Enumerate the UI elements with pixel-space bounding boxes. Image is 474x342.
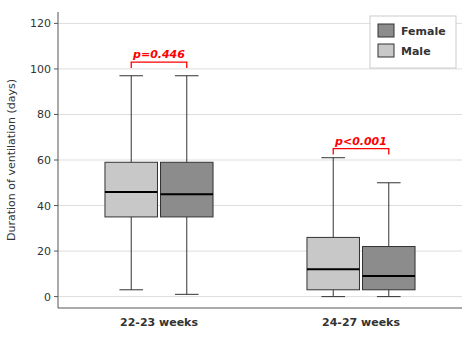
grid-line [58, 296, 462, 297]
cap-high [377, 182, 401, 183]
whisker-high [131, 76, 132, 163]
legend-label: Male [401, 45, 431, 58]
cap-low [119, 289, 143, 290]
legend-swatch [378, 44, 394, 57]
whisker-high [333, 158, 334, 238]
median [307, 268, 360, 270]
box-body [307, 237, 360, 289]
y-tick [54, 114, 58, 115]
legend: Female Male [370, 16, 456, 68]
y-tick-label: 20 [37, 245, 51, 258]
plot-area [105, 62, 415, 297]
y-tick-label: 120 [30, 17, 51, 30]
cap-low [377, 296, 401, 297]
grid-line [58, 68, 462, 69]
whisker-low [333, 290, 334, 297]
box-body [161, 162, 214, 217]
cap-high [321, 157, 345, 158]
whisker-high [186, 76, 187, 163]
y-tick-label: 60 [37, 154, 51, 167]
box [307, 158, 360, 297]
y-tick [54, 68, 58, 69]
box [105, 76, 158, 290]
x-axis [58, 308, 462, 309]
bracket [333, 149, 389, 155]
y-tick [54, 160, 58, 161]
y-tick [54, 205, 58, 206]
y-axis-label: Duration of ventilation (days) [5, 79, 18, 241]
annotation: p=0.446 [132, 48, 185, 61]
y-tick-label: 100 [30, 63, 51, 76]
median [161, 193, 214, 195]
x-tick-label: 24-27 weeks [322, 316, 400, 329]
y-tick [54, 251, 58, 252]
grid-line [58, 160, 462, 161]
cap-high [175, 75, 199, 76]
y-tick [54, 296, 58, 297]
y-tick-label: 80 [37, 108, 51, 121]
whisker-low [131, 217, 132, 290]
cap-high [119, 75, 143, 76]
y-tick-label: 40 [37, 200, 51, 213]
box [363, 183, 416, 297]
whisker-high [388, 183, 389, 247]
box-body [363, 247, 416, 290]
cap-low [321, 296, 345, 297]
chart: 0 20 40 60 80 100 120 22-23 weeks 24-27 weeks Dur… [0, 0, 474, 342]
legend-swatch [378, 24, 394, 37]
y-tick-label: 0 [44, 291, 51, 304]
annotation: p<0.001 [334, 135, 387, 148]
x-tick-label: 22-23 weeks [120, 316, 198, 329]
cap-low [175, 294, 199, 295]
y-tick [54, 23, 58, 24]
whisker-low [388, 290, 389, 297]
bracket [131, 62, 187, 68]
legend-label: Female [401, 25, 446, 38]
median [105, 191, 158, 193]
y-axis [58, 12, 59, 308]
box [161, 76, 214, 295]
legend-frame [370, 16, 456, 68]
median [363, 275, 416, 277]
whisker-low [186, 217, 187, 294]
grid-line [58, 114, 462, 115]
box-body [105, 162, 158, 217]
